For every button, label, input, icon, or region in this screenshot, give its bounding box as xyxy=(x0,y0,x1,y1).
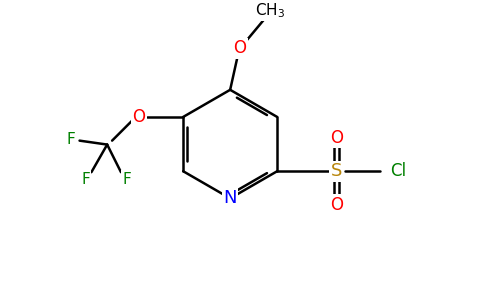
Text: F: F xyxy=(66,132,75,147)
Text: S: S xyxy=(331,162,342,180)
Text: O: O xyxy=(132,108,145,126)
Text: Cl: Cl xyxy=(390,162,406,180)
Text: N: N xyxy=(224,189,237,207)
Text: CH$_3$: CH$_3$ xyxy=(255,2,285,20)
Text: O: O xyxy=(233,39,246,57)
Text: F: F xyxy=(81,172,90,187)
Text: O: O xyxy=(330,196,343,214)
Text: F: F xyxy=(122,172,131,187)
Text: O: O xyxy=(330,129,343,147)
